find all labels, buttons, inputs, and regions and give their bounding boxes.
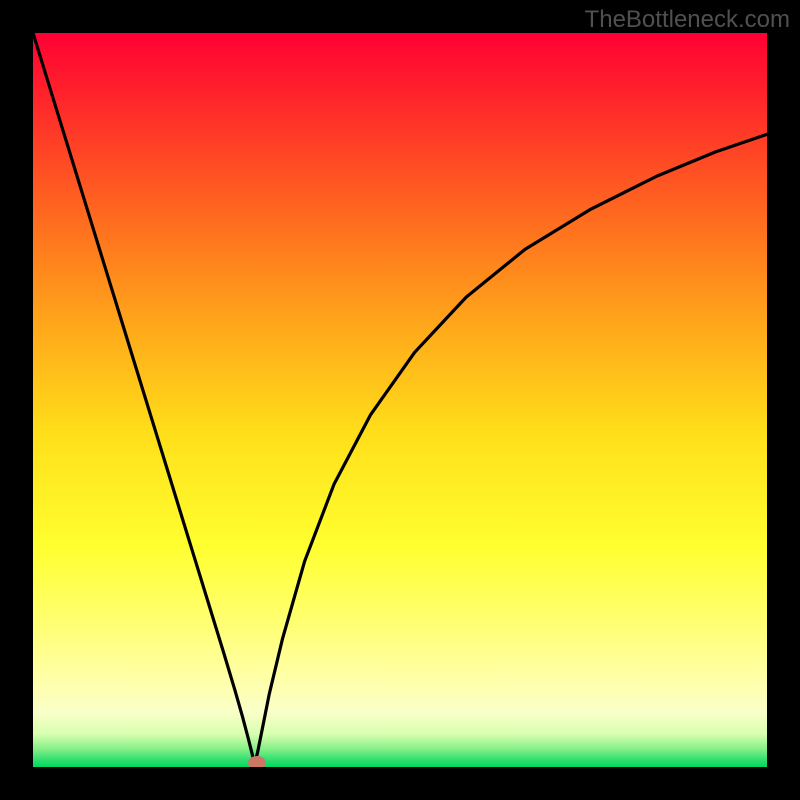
watermark-text: TheBottleneck.com — [585, 6, 790, 34]
bottleneck-plot-area — [33, 33, 767, 767]
bottleneck-curve-path — [33, 33, 767, 764]
bottleneck-curve-svg — [33, 33, 767, 767]
minimum-marker-dot — [248, 756, 266, 767]
